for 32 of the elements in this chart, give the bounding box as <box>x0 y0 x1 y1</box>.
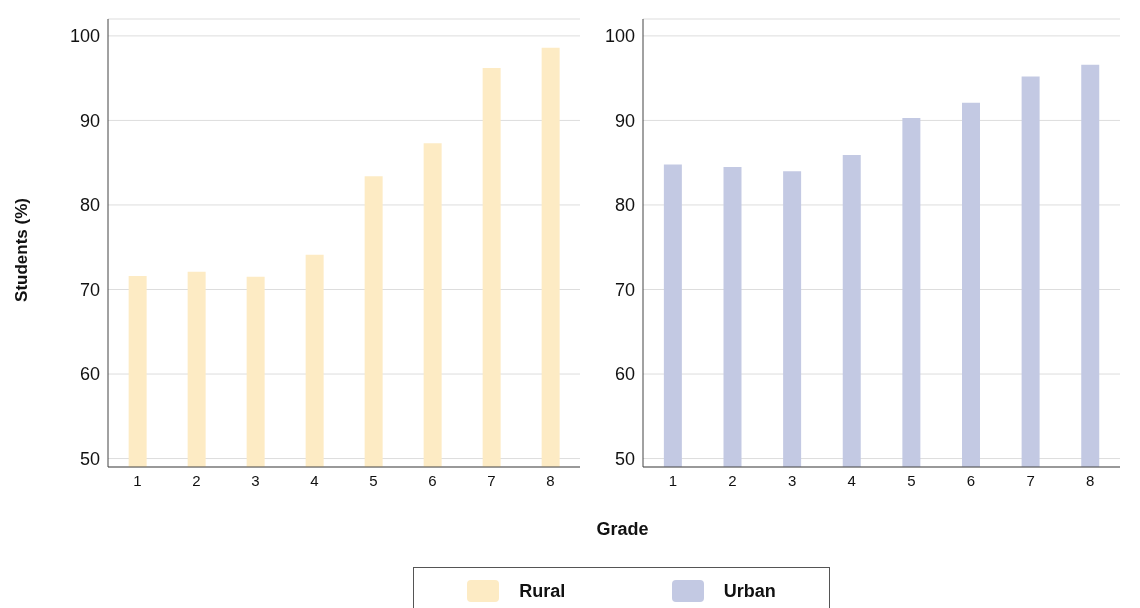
x-tick-label: 7 <box>487 471 496 489</box>
x-tick-label: 1 <box>668 471 677 489</box>
x-tick-label: 1 <box>133 471 142 489</box>
y-axis-title: Students (%) <box>12 198 31 302</box>
y-tick-label: 70 <box>79 279 100 300</box>
x-tick-label: 5 <box>907 471 916 489</box>
x-tick-label: 6 <box>428 471 437 489</box>
x-tick-label: 5 <box>369 471 378 489</box>
x-tick-label: 3 <box>251 471 260 489</box>
y-tick-label: 50 <box>614 448 635 469</box>
x-tick-label: 6 <box>966 471 976 489</box>
y-tick-label: 100 <box>69 26 100 47</box>
legend-label: Urban <box>723 580 776 602</box>
y-tick-label: 100 <box>604 26 635 47</box>
x-tick-label: 2 <box>728 471 737 489</box>
y-tick-label: 90 <box>614 110 635 131</box>
x-tick-label: 7 <box>1026 471 1035 489</box>
y-tick-label: 70 <box>614 279 635 300</box>
y-tick-label: 60 <box>79 364 100 385</box>
y-tick-label: 60 <box>614 364 635 385</box>
x-tick-label: 2 <box>192 471 201 489</box>
x-axis-title: Grade <box>595 519 650 540</box>
x-tick-label: 3 <box>787 471 797 489</box>
x-tick-label: 8 <box>1086 471 1095 489</box>
y-tick-label: 80 <box>614 195 635 216</box>
legend-label: Rural <box>519 580 566 602</box>
y-tick-label: 50 <box>79 448 100 469</box>
x-tick-label: 4 <box>310 471 319 489</box>
y-tick-label: 80 <box>79 195 100 216</box>
y-tick-label: 90 <box>79 110 100 131</box>
x-tick-label: 4 <box>847 471 856 489</box>
x-tick-label: 8 <box>546 471 555 489</box>
